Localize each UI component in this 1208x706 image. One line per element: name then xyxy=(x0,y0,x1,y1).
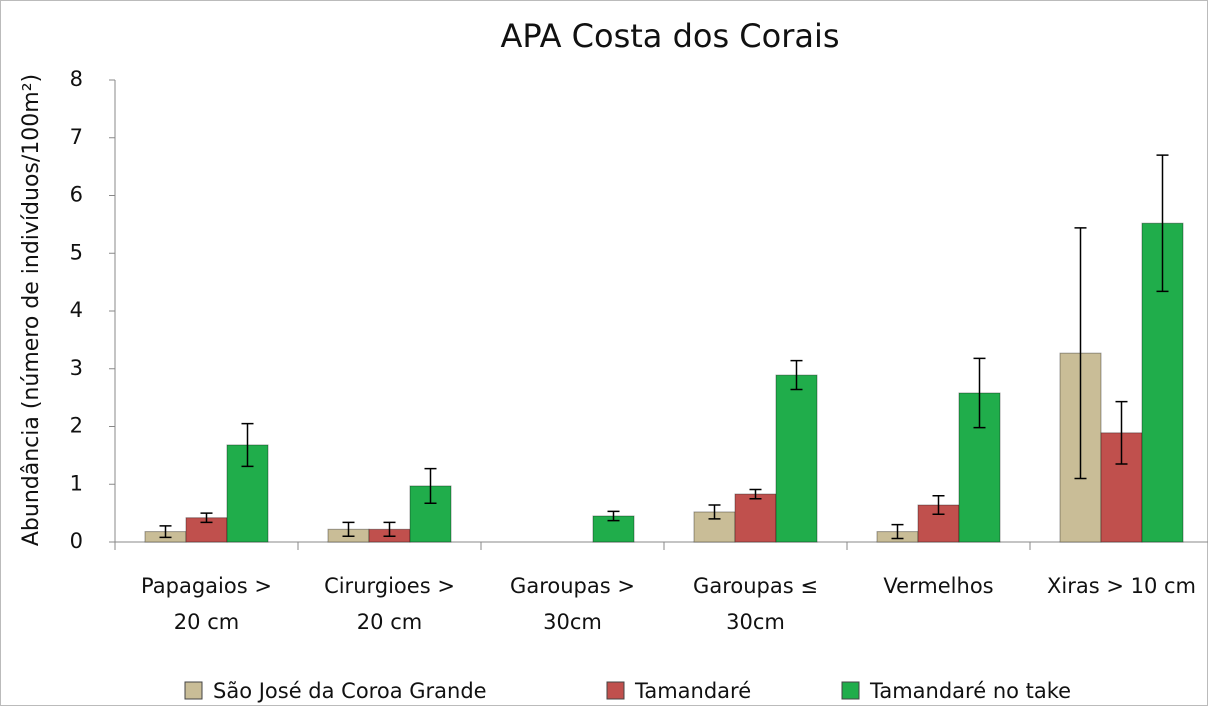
error-bar xyxy=(159,525,172,539)
x-tick-label: Garoupas > 30cm xyxy=(510,574,635,634)
bar xyxy=(734,493,777,543)
x-tick-label: Papagaios > 20 cm xyxy=(141,574,272,634)
bar xyxy=(775,374,818,543)
legend-swatch xyxy=(184,681,203,700)
y-tick-label: 6 xyxy=(70,183,83,207)
error-bar xyxy=(932,495,945,516)
error-bar xyxy=(708,504,721,520)
error-bar xyxy=(241,422,254,468)
error-bar xyxy=(1074,227,1087,480)
legend-swatch xyxy=(606,681,625,700)
y-tick-label: 2 xyxy=(70,414,83,438)
error-bar xyxy=(383,521,396,537)
chart-title: APA Costa dos Corais xyxy=(500,17,839,55)
bar xyxy=(185,517,228,543)
error-bar xyxy=(342,521,355,537)
y-axis-label: Abundância (número de indivíduos/100m²) xyxy=(19,74,44,546)
legend-swatch xyxy=(841,681,860,700)
error-bar xyxy=(607,510,620,522)
legend-label: Tamandaré no take xyxy=(869,679,1071,703)
error-bar xyxy=(424,467,437,505)
error-bar xyxy=(200,512,213,524)
legend-label: São José da Coroa Grande xyxy=(213,679,487,703)
error-bar xyxy=(973,357,986,429)
y-tick-label: 3 xyxy=(70,356,83,380)
x-tick-label: Garoupas ≤ 30cm xyxy=(693,574,818,634)
y-tick-label: 7 xyxy=(70,125,83,149)
y-tick-label: 4 xyxy=(70,298,83,322)
error-bar xyxy=(790,359,803,391)
error-bar xyxy=(1115,400,1128,465)
x-tick-label: Xiras > 10 cm xyxy=(1046,574,1196,598)
y-tick-label: 5 xyxy=(70,240,83,264)
legend-label: Tamandaré xyxy=(634,679,751,703)
error-bar xyxy=(749,488,762,500)
y-tick-label: 8 xyxy=(70,67,83,91)
x-tick-label: Vermelhos xyxy=(883,574,994,598)
y-tick-label: 1 xyxy=(70,471,83,495)
error-bar xyxy=(1156,154,1169,293)
y-tick-label: 0 xyxy=(70,529,83,553)
x-tick-label: Cirurgioes > 20 cm xyxy=(324,574,455,634)
error-bar xyxy=(891,523,904,540)
